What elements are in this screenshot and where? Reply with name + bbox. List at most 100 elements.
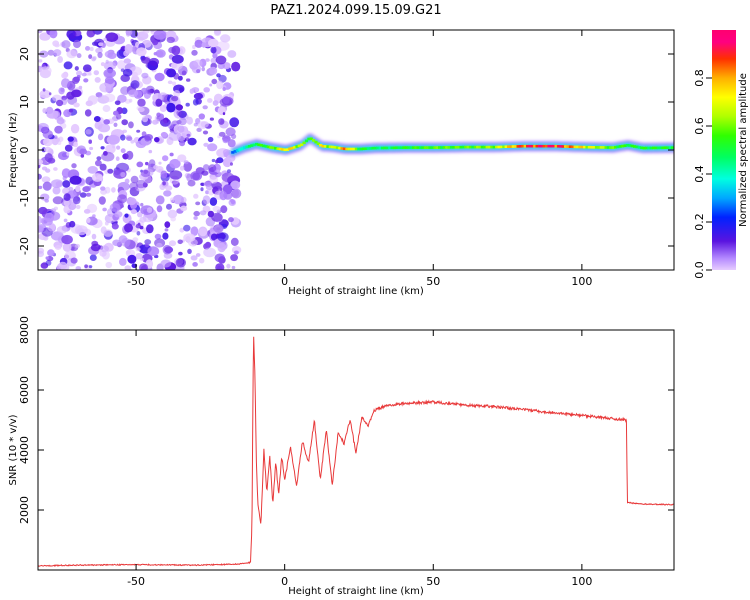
noise-speckle-712 [49,30,58,39]
track-core-1280 [611,146,615,149]
track-core-1208 [590,146,594,149]
track-core-456 [366,147,370,150]
noise-speckle-613 [162,119,168,125]
noise-speckle-881 [171,95,179,102]
noise-speckle-165 [58,151,69,161]
snr-x-axis-label: Height of straight line (km) [288,586,424,597]
noise-speckle-517 [63,199,70,207]
noise-speckle-428 [230,180,241,190]
noise-speckle-448 [179,87,184,92]
track-core-920 [504,145,508,148]
colorbar: 0.0 0.2 0.4 0.6 0.8 Normalized spectral ampl… [693,30,749,279]
noise-region [38,30,242,270]
noise-speckle-317 [88,265,93,269]
noise-speckle-112 [89,254,97,261]
track-core-1032 [537,144,542,148]
track-core-208 [293,146,297,149]
noise-speckle-343 [166,36,175,44]
noise-speckle-579 [93,116,101,122]
noise-speckle-9 [178,251,183,256]
noise-speckle-636 [61,40,71,49]
heatmap-x-ticks: -50 0 50 100 [127,30,592,288]
noise-speckle-681 [144,134,154,141]
noise-speckle-490 [155,98,163,107]
noise-speckle-575 [135,140,147,149]
noise-speckle-335 [203,87,210,93]
snr-y-tick-label-3: 8000 [18,316,31,344]
noise-speckle-362 [137,211,143,218]
noise-speckle-596 [53,206,59,211]
noise-speckle-543 [216,80,224,90]
noise-speckle-245 [82,64,92,72]
track-core-1296 [616,145,620,149]
heatmap-y-axis-label: Frequency (Hz) [8,112,19,188]
noise-speckle-671 [177,154,187,162]
noise-speckle-516 [189,88,194,94]
track-core-1464 [666,146,670,149]
track-core-776 [461,145,465,149]
track-core-1440 [659,146,663,150]
track-core-1184 [583,145,587,149]
track-core-1176 [580,145,584,149]
noise-speckle-877 [190,255,198,261]
noise-speckle-451 [203,247,217,258]
track-core-1424 [654,146,658,150]
noise-speckle-125 [111,187,116,193]
noise-speckle-275 [173,90,181,97]
heatmap-y-tick-label-1: -10 [18,189,31,207]
track-core-1088 [554,144,558,148]
noise-speckle-887 [166,102,176,113]
noise-speckle-81 [145,161,149,166]
noise-speckle-750 [61,78,71,88]
noise-speckle-720 [155,166,164,173]
noise-speckle-692 [185,102,190,107]
noise-speckle-773 [127,254,137,264]
track-core-952 [514,145,518,148]
noise-speckle-604 [86,30,96,38]
noise-speckle-478 [87,95,98,105]
noise-speckle-885 [215,263,225,270]
track-core-664 [428,146,432,149]
noise-speckle-411 [204,241,212,249]
heatmap-y-ticks: -20 -10 0 10 20 [18,47,674,255]
track-core-232 [300,143,304,146]
track-core-1248 [602,146,606,149]
heatmap-x-tick-label-0: -50 [127,275,145,288]
track-core-816 [473,145,477,149]
noise-speckle-385 [127,121,134,129]
noise-speckle-421 [54,245,62,250]
track-core-1064 [547,144,551,148]
noise-speckle-816 [70,257,78,264]
noise-speckle-861 [178,75,183,81]
noise-speckle-746 [62,176,67,181]
noise-speckle-390 [168,240,177,247]
track-core-536 [390,146,394,150]
noise-speckle-818 [222,87,226,91]
track-core-768 [459,145,463,149]
noise-speckle-845 [56,117,65,125]
noise-speckle-271 [172,81,177,86]
track-core-304 [321,145,325,148]
noise-speckle-389 [196,69,201,74]
track-core-8 [233,150,237,153]
noise-speckle-880 [169,197,175,203]
track-core-1112 [561,145,565,148]
noise-speckle-399 [130,209,137,215]
noise-speckle-830 [205,58,210,62]
noise-speckle-207 [196,127,202,132]
track-core-1472 [668,146,672,149]
noise-speckle-824 [98,249,103,253]
noise-speckle-436 [211,78,218,85]
noise-speckle-813 [100,62,105,67]
snr-y-axis-label: SNR (10 * v/v) [8,414,19,485]
track-core-832 [478,145,482,149]
noise-speckle-802 [146,224,154,234]
noise-speckle-858 [117,194,128,204]
noise-speckle-241 [88,54,93,59]
noise-speckle-291 [79,192,87,198]
noise-speckle-212 [122,129,127,133]
noise-speckle-272 [106,134,120,145]
snr-x-ticks: -50 0 50 100 [127,330,592,588]
noise-speckle-214 [148,149,153,154]
noise-speckle-641 [68,186,74,192]
